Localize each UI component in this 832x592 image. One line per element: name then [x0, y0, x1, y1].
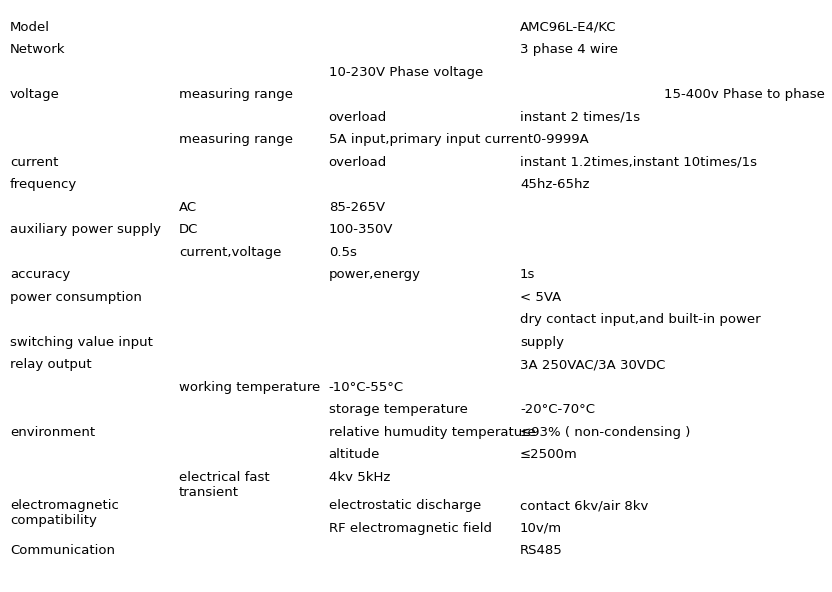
Text: relay output: relay output [10, 358, 92, 371]
Text: instant 2 times/1s: instant 2 times/1s [520, 111, 640, 124]
Text: -20°C-70°C: -20°C-70°C [520, 403, 595, 416]
Text: 85-265V: 85-265V [329, 201, 384, 214]
Text: ≤93% ( non-condensing ): ≤93% ( non-condensing ) [520, 426, 691, 439]
Text: frequency: frequency [10, 178, 77, 191]
Text: 10-230V Phase voltage: 10-230V Phase voltage [329, 66, 483, 79]
Text: < 5VA: < 5VA [520, 291, 562, 304]
Text: Model: Model [10, 21, 50, 34]
Text: Network: Network [10, 43, 66, 56]
Text: contact 6kv/air 8kv: contact 6kv/air 8kv [520, 499, 648, 512]
Text: -10°C-55°C: -10°C-55°C [329, 381, 404, 394]
Text: environment: environment [10, 426, 95, 439]
Text: switching value input: switching value input [10, 336, 153, 349]
Text: AC: AC [179, 201, 197, 214]
Text: power consumption: power consumption [10, 291, 142, 304]
Text: measuring range: measuring range [179, 133, 293, 146]
Text: electrical fast
transient: electrical fast transient [179, 471, 270, 498]
Text: auxiliary power supply: auxiliary power supply [10, 223, 161, 236]
Text: RF electromagnetic field: RF electromagnetic field [329, 522, 492, 535]
Text: current: current [10, 156, 58, 169]
Text: accuracy: accuracy [10, 268, 70, 281]
Text: 4kv 5kHz: 4kv 5kHz [329, 471, 390, 484]
Text: DC: DC [179, 223, 198, 236]
Text: altitude: altitude [329, 448, 380, 461]
Text: 3 phase 4 wire: 3 phase 4 wire [520, 43, 618, 56]
Text: AMC96L-E4/KC: AMC96L-E4/KC [520, 21, 617, 34]
Text: 5A input,primary input current0-9999A: 5A input,primary input current0-9999A [329, 133, 588, 146]
Text: electromagnetic
compatibility: electromagnetic compatibility [10, 499, 119, 527]
Text: overload: overload [329, 156, 387, 169]
Text: supply: supply [520, 336, 564, 349]
Text: power,energy: power,energy [329, 268, 421, 281]
Text: 0.5s: 0.5s [329, 246, 357, 259]
Text: Communication: Communication [10, 544, 115, 557]
Text: 1s: 1s [520, 268, 535, 281]
Text: instant 1.2times,instant 10times/1s: instant 1.2times,instant 10times/1s [520, 156, 757, 169]
Text: 10v/m: 10v/m [520, 522, 562, 535]
Text: working temperature: working temperature [179, 381, 320, 394]
Text: storage temperature: storage temperature [329, 403, 468, 416]
Text: voltage: voltage [10, 88, 60, 101]
Text: measuring range: measuring range [179, 88, 293, 101]
Text: overload: overload [329, 111, 387, 124]
Text: 15-400v Phase to phase: 15-400v Phase to phase [665, 88, 825, 101]
Text: electrostatic discharge: electrostatic discharge [329, 499, 481, 512]
Text: 100-350V: 100-350V [329, 223, 394, 236]
Text: relative humudity temperature: relative humudity temperature [329, 426, 535, 439]
Text: RS485: RS485 [520, 544, 562, 557]
Text: 3A 250VAC/3A 30VDC: 3A 250VAC/3A 30VDC [520, 358, 666, 371]
Text: ≤2500m: ≤2500m [520, 448, 577, 461]
Text: dry contact input,and built-in power: dry contact input,and built-in power [520, 313, 760, 326]
Text: 45hz-65hz: 45hz-65hz [520, 178, 590, 191]
Text: current,voltage: current,voltage [179, 246, 281, 259]
